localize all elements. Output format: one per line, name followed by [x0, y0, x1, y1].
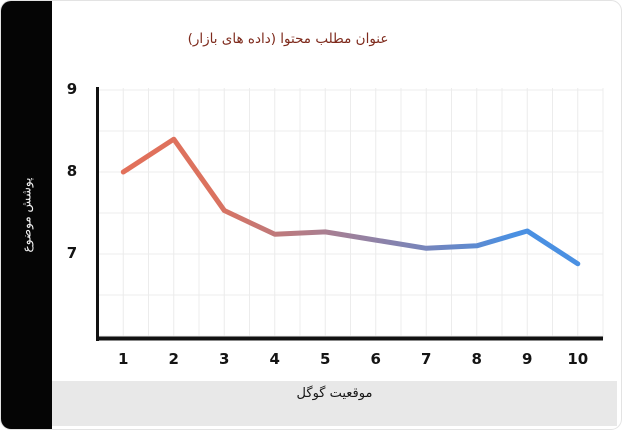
- x-tick-label: 3: [219, 350, 230, 368]
- y-tick-label: 7: [66, 244, 78, 262]
- x-tick-label: 8: [471, 350, 482, 368]
- x-axis-title-band: موقعیت گوگل: [52, 381, 617, 426]
- y-tick-label: 8: [66, 162, 78, 180]
- x-tick-label: 7: [421, 350, 432, 368]
- sidebar: پوشش موضوع: [1, 1, 52, 429]
- x-tick-label: 6: [370, 350, 381, 368]
- x-tick-label: 10: [567, 350, 589, 368]
- y-axis-title: پوشش موضوع: [19, 177, 34, 253]
- chart-title: عنوان مطلب محتوا (داده های بازار): [187, 31, 389, 47]
- x-axis-title: موقعیت گوگل: [296, 386, 373, 401]
- x-tick-label: 1: [118, 350, 129, 368]
- y-tick-label: 9: [66, 80, 78, 98]
- x-tick-label: 2: [168, 350, 179, 368]
- x-tick-label: 5: [320, 350, 331, 368]
- x-tick-label: 4: [269, 350, 280, 368]
- x-tick-label: 9: [522, 350, 533, 368]
- data-series-line: [120, 136, 581, 267]
